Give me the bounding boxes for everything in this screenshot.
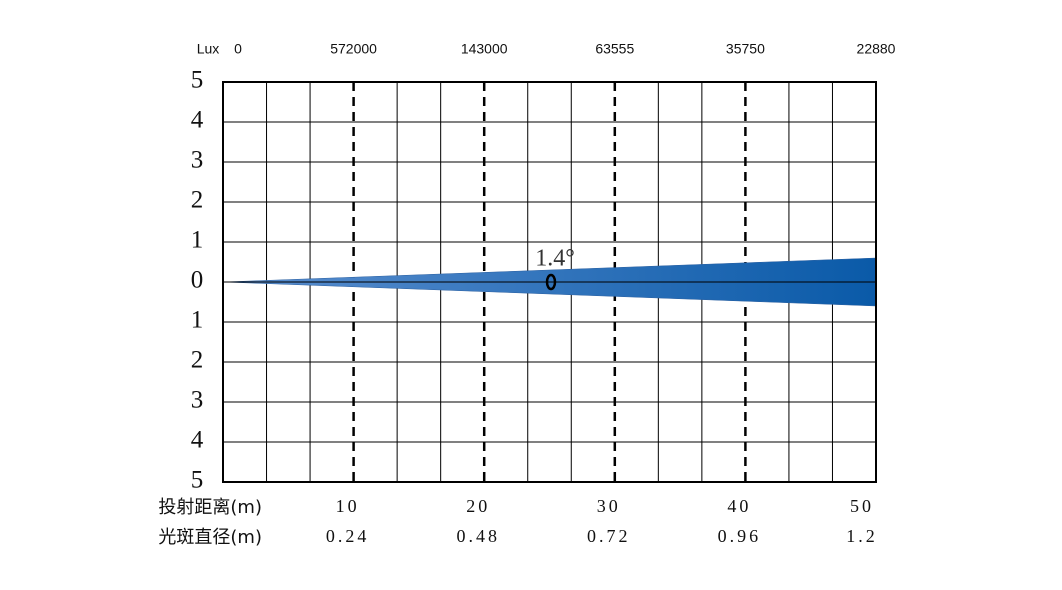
y-tick-label: 4 — [191, 107, 204, 134]
lux-value: 572000 — [330, 41, 377, 57]
lux-value: 35750 — [726, 41, 765, 57]
lux-value: 22880 — [857, 41, 896, 57]
y-tick-label: 4 — [191, 427, 204, 454]
lux-value: 143000 — [461, 41, 508, 57]
plot-frame — [222, 81, 877, 483]
y-tick-label: 1 — [191, 307, 204, 334]
spot-value: 1.2 — [846, 526, 878, 546]
lux-value: 0 — [234, 41, 242, 57]
y-tick-label: 1 — [191, 227, 204, 254]
spot-value: 0.72 — [587, 526, 631, 546]
lux-label: Lux — [197, 41, 220, 57]
distance-label: 投射距离(m) — [158, 497, 262, 518]
x-tick-label: 20 — [466, 496, 490, 516]
lux-value: 63555 — [595, 41, 634, 57]
spot-value: 0.96 — [718, 526, 762, 546]
x-tick-label: 30 — [597, 496, 621, 516]
spot-value: 0.24 — [326, 526, 370, 546]
x-tick-label: 10 — [336, 496, 360, 516]
angle-label: 1.4° — [535, 246, 575, 272]
x-tick-label: 50 — [850, 496, 874, 516]
x-tick-label: 40 — [727, 496, 751, 516]
y-tick-label: 2 — [191, 347, 204, 374]
y-tick-label: 5 — [191, 467, 204, 494]
y-tick-label: 3 — [191, 147, 204, 174]
y-tick-label: 5 — [191, 67, 204, 94]
beam-marker — [545, 273, 557, 291]
y-tick-label: 2 — [191, 187, 204, 214]
spot-value: 0.48 — [456, 526, 500, 546]
y-tick-label: 0 — [191, 267, 204, 294]
spot-label: 光斑直径(m) — [158, 527, 262, 548]
y-tick-label: 3 — [191, 387, 204, 414]
